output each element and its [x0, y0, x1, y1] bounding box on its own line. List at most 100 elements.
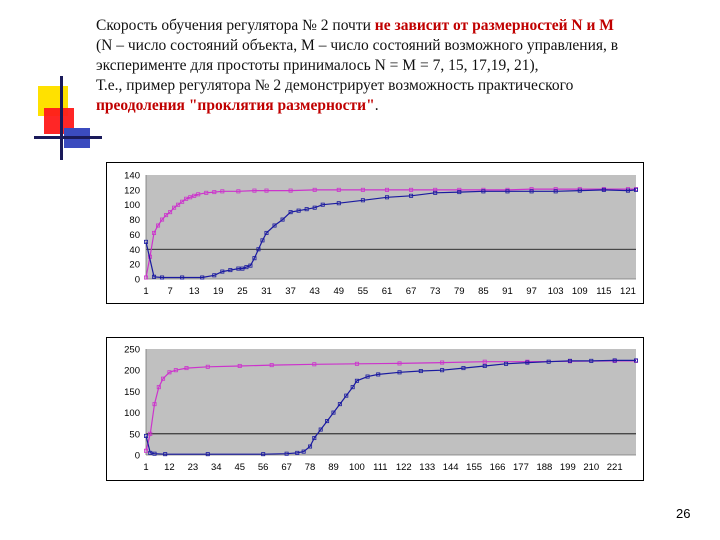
x-tick-label: 1 — [143, 286, 148, 297]
y-tick-label: 60 — [129, 230, 140, 241]
series-magenta-point — [440, 360, 445, 365]
series-blue-point — [360, 198, 365, 203]
series-blue-point — [205, 452, 210, 457]
series-magenta-point — [264, 188, 269, 193]
series-blue-point — [295, 450, 300, 455]
x-tick-label: 188 — [536, 462, 552, 473]
series-blue-point — [525, 360, 530, 365]
series-blue-point — [248, 263, 253, 268]
series-blue-point — [152, 451, 157, 456]
x-tick-label: 144 — [443, 462, 459, 473]
series-magenta-point — [252, 188, 257, 193]
x-tick-label: 155 — [466, 462, 482, 473]
series-magenta-point — [237, 363, 242, 368]
series-blue-point — [634, 358, 639, 363]
series-magenta-point — [148, 431, 153, 436]
series-blue-point — [163, 452, 168, 457]
x-tick-label: 103 — [548, 286, 564, 297]
series-blue-point — [325, 419, 330, 424]
series-magenta-point — [212, 190, 217, 195]
series-blue-point — [144, 239, 149, 244]
series-blue-point — [337, 402, 342, 407]
series-magenta-point — [176, 202, 181, 207]
series-blue-point — [331, 410, 336, 415]
series-blue-point — [228, 268, 233, 273]
highlight-text: не зависит от размерностей N и M — [374, 17, 614, 34]
series-blue-point — [152, 274, 157, 279]
series-blue-point — [272, 223, 277, 228]
series-magenta-point — [482, 359, 487, 364]
series-blue-point — [433, 190, 438, 195]
series-magenta-point — [184, 366, 189, 371]
y-tick-label: 80 — [129, 215, 140, 226]
y-tick-label: 150 — [124, 387, 140, 398]
x-tick-label: 73 — [430, 286, 441, 297]
series-magenta-point — [184, 196, 189, 201]
series-blue-point — [376, 372, 381, 377]
series-magenta-point — [220, 189, 225, 194]
series-blue-point — [240, 266, 245, 271]
y-tick-label: 100 — [124, 200, 140, 211]
x-tick-label: 23 — [188, 462, 199, 473]
series-blue-point — [288, 210, 293, 215]
series-blue-point — [312, 436, 317, 441]
series-magenta-point — [168, 210, 173, 215]
series-magenta-point — [236, 189, 241, 194]
x-tick-label: 34 — [211, 462, 222, 473]
page-number: 26 — [676, 506, 691, 521]
series-blue-point — [612, 358, 617, 363]
series-magenta-point — [152, 402, 157, 407]
series-magenta-point — [288, 188, 293, 193]
series-blue-point — [180, 275, 185, 280]
x-tick-label: 122 — [396, 462, 412, 473]
y-tick-label: 120 — [124, 185, 140, 196]
x-tick-label: 43 — [309, 286, 320, 297]
y-tick-label: 40 — [129, 245, 140, 256]
series-blue-point — [320, 202, 325, 207]
x-tick-label: 91 — [502, 286, 513, 297]
series-blue-point — [354, 378, 359, 383]
series-blue-point — [308, 444, 313, 449]
series-blue-point — [505, 189, 510, 194]
y-tick-label: 0 — [135, 275, 140, 286]
series-magenta-point — [204, 190, 209, 195]
series-blue-point — [365, 374, 370, 379]
series-magenta-point — [360, 187, 365, 192]
series-blue-point — [280, 217, 285, 222]
series-blue-point — [409, 193, 414, 198]
series-blue-point — [261, 452, 266, 457]
x-tick-label: 1 — [143, 462, 148, 473]
x-tick-label: 49 — [333, 286, 344, 297]
series-blue-point — [312, 205, 317, 210]
series-magenta-point — [152, 230, 157, 235]
x-tick-label: 221 — [607, 462, 623, 473]
series-magenta-line — [145, 188, 636, 278]
series-blue-line — [145, 359, 636, 455]
series-magenta-point — [188, 195, 193, 200]
series-magenta-point — [172, 205, 177, 210]
series-blue-point — [577, 188, 582, 193]
series-blue-point — [344, 393, 349, 398]
series-blue-point — [200, 275, 205, 280]
x-tick-label: 85 — [478, 286, 489, 297]
series-blue-point — [546, 359, 551, 364]
x-tick-label: 121 — [620, 286, 636, 297]
x-tick-label: 56 — [258, 462, 269, 473]
x-tick-label: 31 — [261, 286, 272, 297]
series-blue-point — [589, 358, 594, 363]
x-tick-label: 7 — [167, 286, 172, 297]
highlight-text-2: преодоления "проклятия размерности" — [96, 97, 375, 114]
x-tick-label: 45 — [234, 462, 245, 473]
series-blue-point — [260, 238, 265, 243]
series-magenta-point — [397, 361, 402, 366]
slide-text: Скорость обучения регулятора № 2 почти н… — [96, 16, 714, 116]
x-tick-label: 210 — [583, 462, 599, 473]
x-tick-label: 37 — [285, 286, 296, 297]
series-magenta-point — [196, 192, 201, 197]
x-tick-label: 177 — [513, 462, 529, 473]
series-blue-point — [482, 363, 487, 368]
series-blue-line — [145, 189, 637, 279]
series-magenta-point — [336, 187, 341, 192]
series-blue-point — [236, 266, 241, 271]
x-tick-label: 97 — [526, 286, 537, 297]
